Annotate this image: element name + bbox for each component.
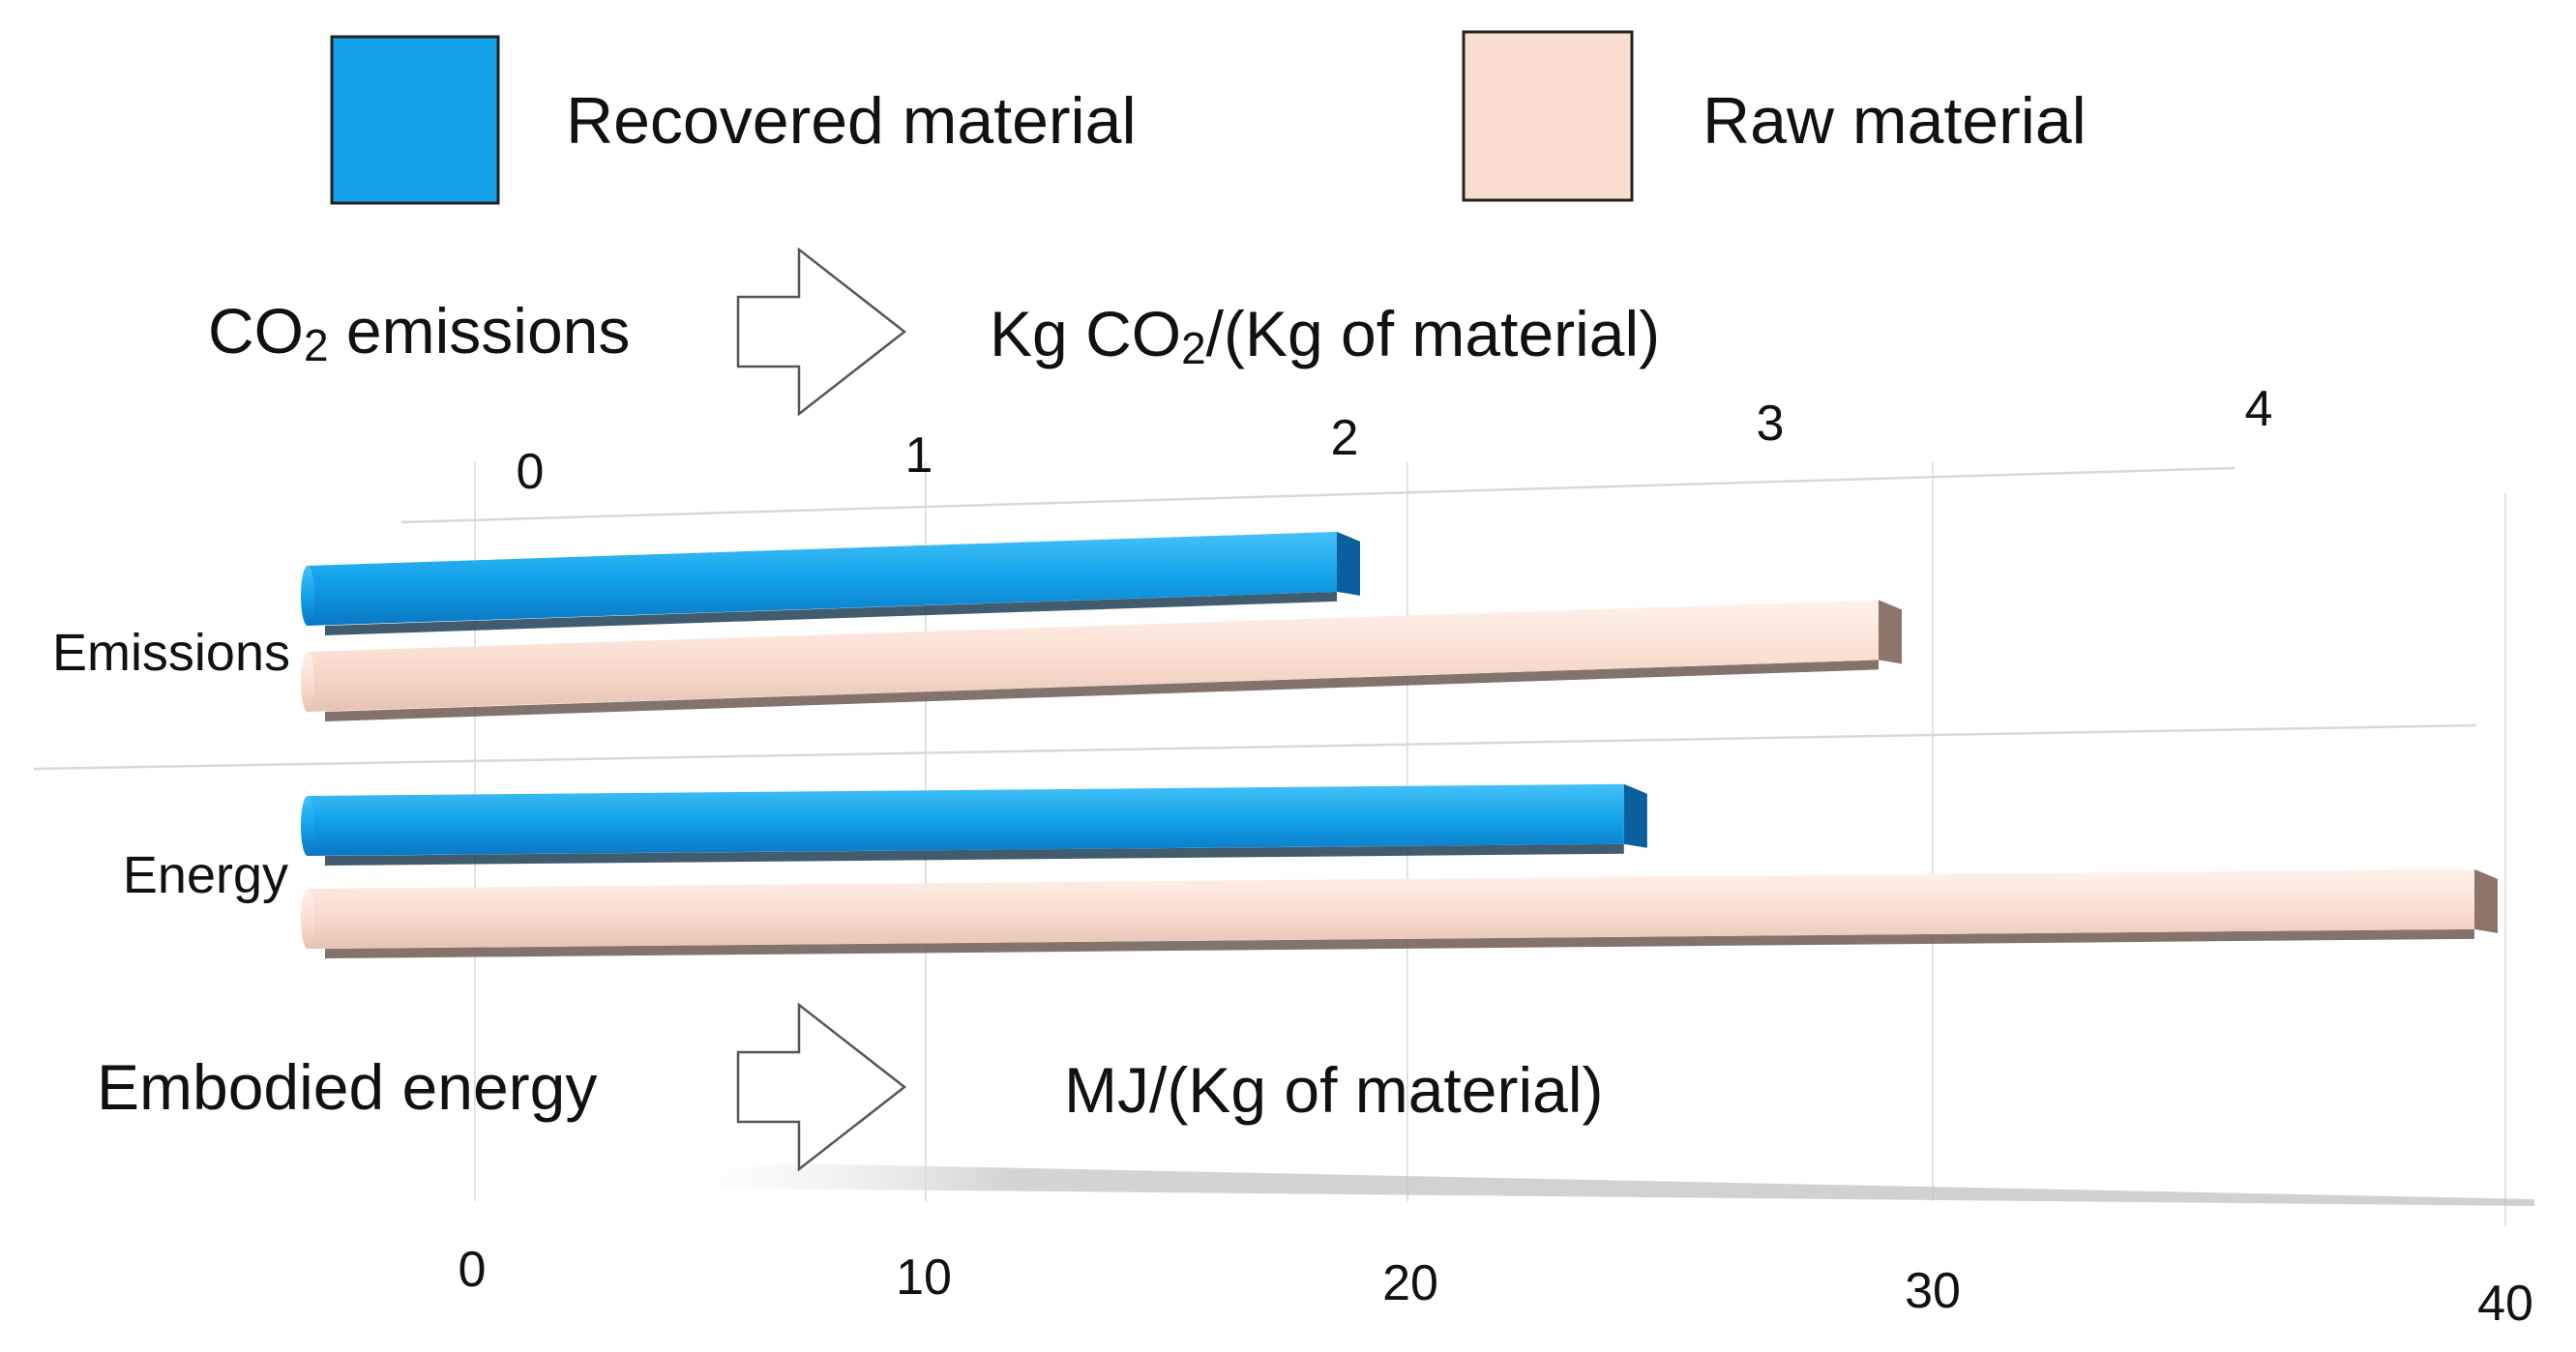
bar-recovered-material-emissions (301, 531, 1360, 635)
bar-raw-material-energy (301, 868, 2498, 958)
legend-label-raw: Raw material (1703, 84, 2087, 158)
energy-annotation: Embodied energy MJ/(Kg of material) (97, 1002, 1603, 1172)
legend: Recovered material Raw material (330, 30, 2087, 205)
bottom-axis-tick-label: 20 (1382, 1255, 1438, 1311)
category-label-emissions: Emissions (52, 624, 290, 682)
bar-shadow (325, 591, 1337, 635)
top-axis-tick-label: 2 (1331, 410, 1359, 466)
energy-unit: MJ/(Kg of material) (1064, 1054, 1603, 1126)
floor-shadow (627, 1163, 2534, 1206)
bar-face (308, 600, 1879, 712)
bar-cap-start (301, 652, 314, 712)
bar-face (308, 531, 1337, 626)
bar-end (2474, 868, 2498, 933)
bar-cap-start (301, 889, 314, 949)
bottom-axis-tick-label: 40 (2477, 1276, 2533, 1332)
co2-annotation: CO2 emissions Kg CO2/(Kg of material) (208, 247, 1660, 417)
legend-swatch-recovered (330, 35, 500, 205)
bar-face (308, 783, 1624, 856)
bar-end (1337, 531, 1360, 596)
legend-swatch-raw (1462, 30, 1634, 202)
bottom-axis-tick-label: 10 (896, 1249, 952, 1306)
grid (33, 462, 2534, 1226)
right-arrow-icon (736, 1002, 907, 1172)
bar-raw-material-emissions (301, 600, 1902, 721)
top-axis-tick-label: 0 (517, 444, 545, 500)
bar-end (1879, 600, 1902, 664)
top-axis-tick-label: 4 (2245, 381, 2273, 437)
bottom-axis: 0 10 20 30 40 (459, 1242, 2533, 1332)
category-separator (33, 723, 2477, 771)
bars (301, 531, 2498, 958)
energy-label: Embodied energy (97, 1051, 597, 1123)
bottom-axis-tick-label: 30 (1905, 1263, 1961, 1319)
right-arrow-icon (736, 247, 907, 417)
bar-end (1623, 783, 1647, 848)
legend-label-recovered: Recovered material (566, 84, 1137, 158)
top-axis: 0 1 2 3 4 (517, 381, 2273, 500)
bar-shadow (325, 928, 2474, 958)
bar-cap-start (301, 796, 314, 856)
top-axis-tick-label: 1 (905, 427, 933, 484)
top-axis-line (400, 466, 2235, 524)
category-label-energy: Energy (123, 846, 288, 904)
bottom-axis-tick-label: 0 (459, 1242, 487, 1298)
bar-shadow (325, 660, 1879, 721)
bar-recovered-material-energy (301, 783, 1647, 866)
top-axis-tick-label: 3 (1757, 396, 1785, 452)
co2-unit: Kg CO2/(Kg of material) (990, 298, 1660, 373)
bar-shadow (325, 843, 1624, 866)
bar-face (308, 868, 2474, 949)
bar-cap-start (301, 566, 314, 626)
co2-label: CO2 emissions (208, 295, 630, 370)
